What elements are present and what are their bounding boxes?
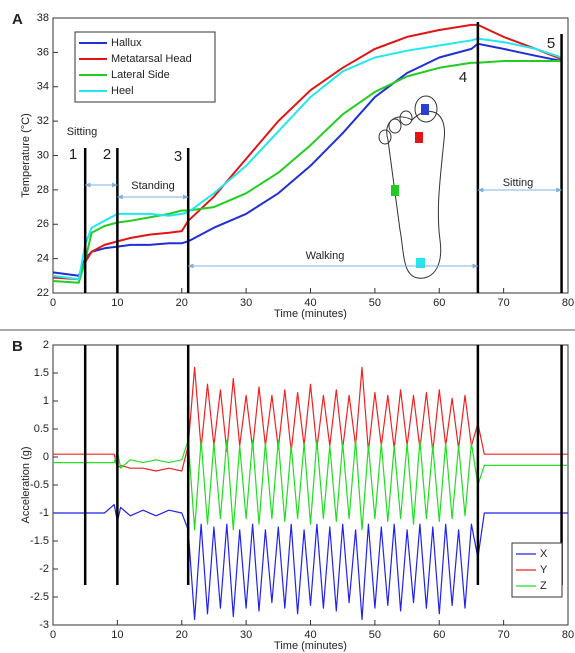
y-tick-label: -2	[39, 563, 49, 575]
x-tick-label: 80	[562, 297, 574, 309]
legend-label: Hallux	[111, 37, 142, 49]
y-tick-label: -1	[39, 507, 49, 519]
series-line	[52, 42, 562, 277]
y-tick-label: 22	[37, 287, 49, 299]
x-tick-label: 0	[50, 629, 56, 641]
x-tick-label: 40	[304, 629, 316, 641]
foot-diagram	[378, 95, 445, 279]
y-tick-label: 2	[43, 339, 49, 351]
legend-label: Heel	[111, 85, 134, 97]
x-tick-label: 30	[240, 297, 252, 309]
x-tick-label: 10	[111, 297, 123, 309]
x-axis-label: Time (minutes)	[274, 308, 347, 320]
x-tick-label: 20	[176, 629, 188, 641]
event-label: 4	[459, 69, 467, 86]
panel-label: B	[12, 338, 23, 355]
x-tick-label: 60	[433, 629, 445, 641]
y-tick-label: 0	[43, 451, 49, 463]
x-tick-label: 50	[369, 297, 381, 309]
series-line	[53, 439, 568, 531]
x-tick-label: 20	[176, 297, 188, 309]
legend-label: Lateral Side	[111, 69, 170, 81]
panel-label: A	[12, 11, 23, 28]
x-tick-label: 30	[240, 629, 252, 641]
legend-label: Y	[540, 564, 548, 576]
y-tick-label: -0.5	[30, 479, 49, 491]
y-tick-label: -1.5	[30, 535, 49, 547]
y-axis-label: Acceleration (g)	[20, 446, 32, 523]
y-tick-label: 1	[43, 395, 49, 407]
x-tick-label: 70	[498, 629, 510, 641]
legend-label: X	[540, 548, 548, 560]
phase-label: Sitting	[67, 126, 98, 138]
y-tick-label: 30	[37, 149, 49, 161]
event-label: 3	[174, 148, 182, 165]
series-line	[53, 366, 568, 472]
event-label: 2	[103, 146, 111, 163]
x-tick-label: 40	[304, 297, 316, 309]
x-tick-label: 80	[562, 629, 574, 641]
y-tick-label: 0.5	[34, 423, 49, 435]
phase-label: Walking	[306, 250, 345, 262]
legend-label: Metatarsal Head	[111, 53, 192, 65]
event-label: 1	[69, 146, 77, 163]
series-line	[52, 23, 562, 281]
y-tick-label: 32	[37, 115, 49, 127]
y-tick-label: 34	[37, 81, 49, 93]
y-tick-label: 1.5	[34, 367, 49, 379]
x-axis-label: Time (minutes)	[274, 640, 347, 652]
y-tick-label: 36	[37, 46, 49, 58]
legend-label: Z	[540, 580, 547, 592]
y-tick-label: 38	[37, 12, 49, 24]
series-line	[52, 60, 562, 284]
y-tick-label: 28	[37, 184, 49, 196]
series-line	[52, 37, 562, 281]
x-tick-label: 0	[50, 297, 56, 309]
x-tick-label: 70	[498, 297, 510, 309]
y-tick-label: -2.5	[30, 591, 49, 603]
phase-label: Sitting	[503, 177, 534, 189]
y-axis-label: Temperature (°C)	[20, 113, 32, 197]
y-tick-label: 26	[37, 218, 49, 230]
series-line	[53, 504, 568, 620]
y-tick-label: -3	[39, 619, 49, 631]
phase-label: Standing	[131, 180, 174, 192]
x-tick-label: 10	[111, 629, 123, 641]
event-label: 5	[547, 35, 555, 52]
x-tick-label: 60	[433, 297, 445, 309]
y-tick-label: 24	[37, 253, 49, 265]
x-tick-label: 50	[369, 629, 381, 641]
